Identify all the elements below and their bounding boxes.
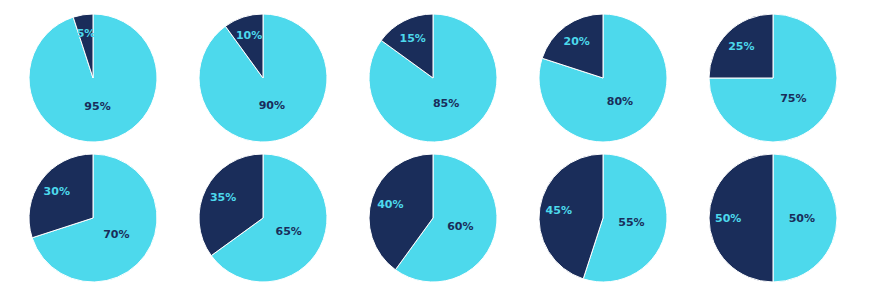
svg-text:10%: 10%	[236, 29, 262, 42]
svg-text:85%: 85%	[433, 97, 459, 110]
svg-text:50%: 50%	[789, 212, 815, 225]
svg-text:80%: 80%	[607, 95, 633, 108]
svg-text:70%: 70%	[103, 228, 129, 241]
svg-text:95%: 95%	[84, 100, 110, 113]
svg-text:35%: 35%	[210, 191, 236, 204]
svg-text:60%: 60%	[447, 220, 473, 233]
svg-text:30%: 30%	[44, 185, 70, 198]
svg-text:50%: 50%	[715, 212, 741, 225]
svg-text:75%: 75%	[780, 92, 806, 105]
svg-text:65%: 65%	[275, 225, 301, 238]
svg-text:45%: 45%	[546, 204, 572, 217]
svg-text:90%: 90%	[259, 99, 285, 112]
svg-text:20%: 20%	[563, 35, 589, 48]
svg-text:15%: 15%	[399, 32, 425, 45]
svg-text:25%: 25%	[728, 40, 754, 53]
svg-text:5%: 5%	[77, 27, 96, 40]
svg-text:40%: 40%	[377, 198, 403, 211]
svg-text:55%: 55%	[618, 216, 644, 229]
